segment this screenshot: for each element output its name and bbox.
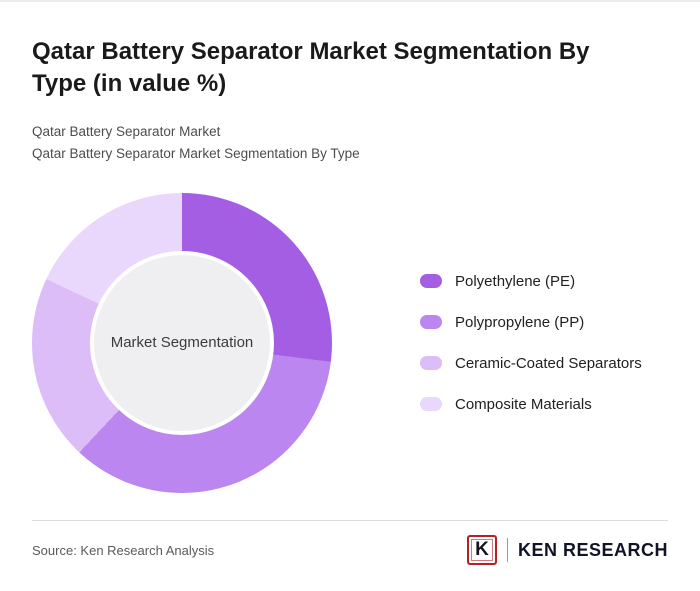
legend-label: Polypropylene (PP): [455, 313, 585, 331]
subtitle-segmentation: Qatar Battery Separator Market Segmentat…: [32, 145, 360, 161]
legend-swatch: [420, 274, 442, 289]
logo-wordmark: KEN RESEARCH: [517, 539, 668, 560]
legend-label: Ceramic-Coated Separators: [455, 354, 642, 372]
ken-research-logo: K KEN RESEARCH: [466, 535, 668, 565]
legend-label: Composite Materials: [455, 395, 592, 413]
subtitle-block: Qatar Battery Separator Market Qatar Bat…: [32, 121, 668, 164]
legend-label: Polyethylene (PE): [455, 272, 576, 290]
source-note: Source: Ken Research Analysis: [32, 542, 215, 558]
logo-divider: [506, 538, 508, 562]
footer: Source: Ken Research Analysis K KEN RESE…: [32, 520, 668, 565]
legend-swatch: [420, 397, 442, 412]
donut-center-label: Market Segmentation: [110, 334, 254, 352]
logo-k-icon: K: [466, 535, 497, 565]
subtitle-market: Qatar Battery Separator Market: [32, 124, 221, 140]
legend-item: Composite Materials: [420, 396, 642, 413]
legend-swatch: [420, 356, 442, 371]
legend-swatch: [420, 315, 442, 330]
legend-item: Polyethylene (PE): [420, 273, 642, 290]
legend-item: Polypropylene (PP): [420, 314, 642, 331]
legend-item: Ceramic-Coated Separators: [420, 355, 642, 372]
donut-center: Market Segmentation: [90, 250, 274, 435]
donut-chart: Market Segmentation: [32, 192, 332, 493]
chart-area: Market Segmentation Polyethylene (PE) Pol…: [32, 192, 668, 493]
page-title: Qatar Battery Separator Market Segmentat…: [32, 38, 590, 97]
legend: Polyethylene (PE) Polypropylene (PP) Ceram…: [420, 273, 642, 413]
